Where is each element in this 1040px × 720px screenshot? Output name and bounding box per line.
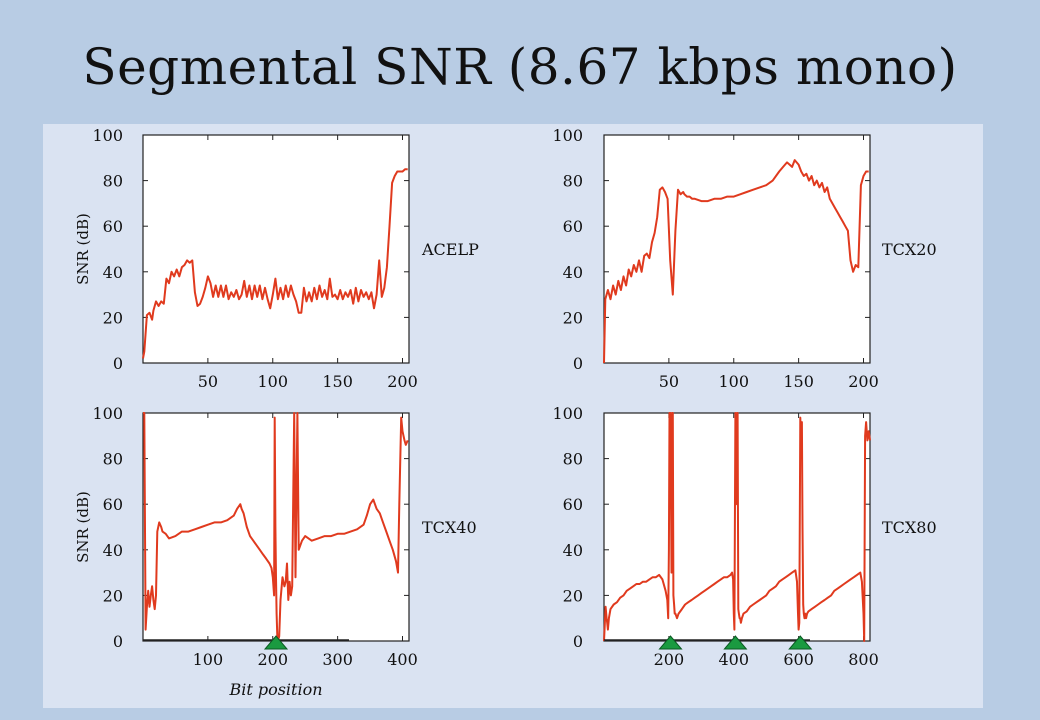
series-line-tcx80 [603,412,871,642]
xtick-label-acelp-100: 100 [257,372,288,391]
ytick-label-tcx20-0: 0 [573,354,583,373]
ytick-label-acelp-40: 40 [103,263,123,282]
xlabel-tcx40: Bit position [228,680,322,699]
series-name-tcx20: TCX20 [882,240,937,259]
ytick-label-acelp-80: 80 [103,172,123,191]
xtick-label-tcx40-300: 300 [322,650,353,669]
ylabel-tcx40: SNR (dB) [74,491,92,563]
marker-triangle-tcx80-2 [788,635,813,650]
xtick-label-tcx80-400: 400 [718,650,749,669]
xtick-label-acelp-150: 150 [322,372,353,391]
marker-triangle-tcx40-0 [263,635,289,650]
xtick-label-acelp-200: 200 [387,372,418,391]
series-line-acelp [142,168,408,359]
ytick-label-tcx80-20: 20 [563,586,583,605]
xtick-label-tcx20-100: 100 [718,372,749,391]
xtick-label-tcx40-400: 400 [387,650,418,669]
xtick-label-tcx80-600: 600 [783,650,814,669]
ytick-label-tcx40-80: 80 [103,450,123,469]
ytick-label-tcx20-80: 80 [563,172,583,191]
xtick-label-tcx20-50: 50 [659,372,679,391]
series-name-acelp: ACELP [421,240,479,259]
ytick-label-tcx20-40: 40 [563,263,583,282]
ytick-label-tcx80-100: 100 [552,404,583,423]
ytick-label-tcx20-60: 60 [563,217,583,236]
ytick-label-tcx40-100: 100 [92,404,123,423]
plot-frame-tcx20 [603,134,871,364]
xtick-label-tcx40-100: 100 [193,650,224,669]
xtick-label-acelp-50: 50 [198,372,218,391]
series-line-tcx40 [143,412,409,642]
ytick-label-acelp-20: 20 [103,308,123,327]
ytick-label-tcx40-60: 60 [103,495,123,514]
ytick-label-tcx40-20: 20 [103,586,123,605]
ytick-label-acelp-0: 0 [113,354,123,373]
series-line-tcx20 [603,159,869,364]
series-name-tcx40: TCX40 [422,518,477,537]
xtick-label-tcx80-800: 800 [848,650,879,669]
ytick-label-tcx20-20: 20 [563,308,583,327]
ytick-label-tcx80-80: 80 [563,450,583,469]
marker-triangle-tcx80-1 [723,635,748,650]
ytick-label-tcx80-0: 0 [573,632,583,651]
ylabel-acelp: SNR (dB) [74,213,92,285]
marker-triangle-tcx80-0 [658,635,683,650]
ytick-label-tcx40-40: 40 [103,541,123,560]
plot-frame-acelp [142,134,410,364]
ytick-label-tcx80-60: 60 [563,495,583,514]
series-name-tcx80: TCX80 [882,518,937,537]
slide-title: Segmental SNR (8.67 kbps mono) [82,38,958,96]
ytick-label-tcx40-0: 0 [113,632,123,651]
ytick-label-tcx20-100: 100 [552,126,583,145]
xtick-label-tcx20-150: 150 [783,372,814,391]
ytick-label-acelp-100: 100 [92,126,123,145]
ytick-label-tcx80-40: 40 [563,541,583,560]
ytick-label-acelp-60: 60 [103,217,123,236]
xtick-label-tcx40-200: 200 [257,650,288,669]
xtick-label-tcx80-200: 200 [654,650,685,669]
xtick-label-tcx20-200: 200 [848,372,879,391]
